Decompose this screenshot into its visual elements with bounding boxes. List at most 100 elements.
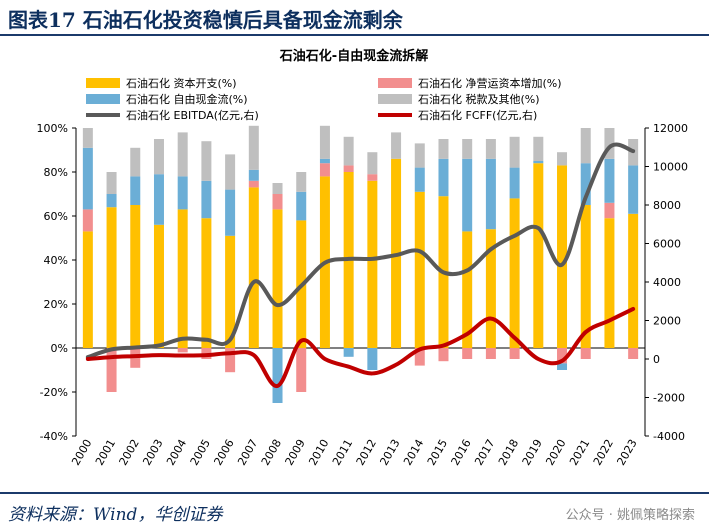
bar-capex-2017 — [485, 229, 496, 348]
bar-tax-2013 — [391, 132, 402, 159]
bar-tax-2003 — [153, 139, 164, 175]
x-tick-label: 2001 — [93, 437, 118, 468]
bar-fcf-2015 — [438, 158, 449, 197]
title-divider — [0, 34, 709, 36]
bar-capex-2007 — [248, 187, 259, 348]
bar-capex-2016 — [462, 231, 473, 348]
bar-tax-2006 — [225, 154, 236, 190]
bar-tax-2005 — [201, 141, 212, 181]
bar-tax-2016 — [462, 139, 473, 159]
bar-tax-2017 — [485, 139, 496, 159]
axes — [72, 127, 649, 437]
chart-area: 石油石化-自由现金流拆解 石油石化 资本开支(%) 石油石化 净营运资本增加(%)… — [0, 38, 709, 488]
bar-tax-2015 — [438, 139, 449, 159]
bar-tax-2018 — [509, 136, 520, 168]
bar-capex-2000 — [82, 231, 93, 348]
right-tick-label: 0 — [653, 353, 660, 366]
bar-capex-2002 — [130, 205, 141, 348]
legend-label-fcf: 石油石化 自由现金流(%) — [126, 92, 248, 106]
bar-fcf-2017 — [485, 158, 496, 230]
bar-nwc-2014 — [414, 348, 425, 366]
bar-capex-2012 — [367, 180, 378, 348]
bar-tax-2022 — [604, 128, 615, 159]
x-tick-label: 2014 — [401, 437, 426, 468]
right-tick-label: -4000 — [653, 430, 685, 443]
bar-fcf-2020 — [557, 363, 568, 370]
bar-capex-2014 — [414, 191, 425, 348]
footer-divider — [0, 492, 709, 494]
bar-fcf-2005 — [201, 180, 212, 219]
line-fcff — [85, 306, 636, 388]
bar-fcf-2010 — [319, 158, 330, 164]
chart-title: 石油石化-自由现金流拆解 — [279, 48, 428, 64]
x-tick-label: 2000 — [69, 437, 94, 468]
left-tick-label: 40% — [44, 254, 68, 267]
bar-nwc-2007 — [248, 180, 259, 188]
bar-nwc-2006 — [225, 348, 236, 373]
bar-capex-2023 — [628, 213, 639, 348]
x-tick-label: 2020 — [543, 437, 568, 468]
bar-tax-2004 — [177, 132, 188, 177]
bar-nwc-2016 — [462, 348, 473, 359]
bar-fcf-2001 — [106, 194, 117, 208]
bar-nwc-2023 — [628, 348, 639, 359]
bar-fcf-2007 — [248, 169, 259, 181]
right-tick-label: 6000 — [653, 238, 681, 251]
bar-tax-2014 — [414, 143, 425, 168]
bar-tax-2011 — [343, 136, 354, 166]
x-tick-label: 2023 — [614, 437, 639, 468]
x-tick-label: 2008 — [259, 437, 284, 468]
bar-nwc-2004 — [177, 348, 188, 353]
bar-fcf-2006 — [225, 189, 236, 236]
figure-title: 图表17 石油石化投资稳慎后具备现金流剩余 — [8, 8, 403, 32]
bar-tax-2002 — [130, 147, 141, 177]
right-tick-label: -2000 — [653, 392, 685, 405]
right-tick-label: 8000 — [653, 199, 681, 212]
bar-fcf-2019 — [533, 161, 544, 164]
bar-fcf-2023 — [628, 165, 639, 214]
bar-fcf-2016 — [462, 158, 473, 232]
bar-fcf-2008 — [272, 348, 283, 403]
x-tick-label: 2022 — [591, 437, 616, 468]
bar-tax-2019 — [533, 136, 544, 161]
legend-swatch-tax — [378, 94, 412, 104]
bar-tax-2010 — [319, 125, 330, 159]
bar-nwc-2015 — [438, 348, 449, 362]
left-tick-label: 100% — [37, 122, 68, 135]
bar-nwc-2020 — [557, 348, 568, 364]
bar-capex-2001 — [106, 207, 117, 348]
legend: 石油石化 资本开支(%) 石油石化 净营运资本增加(%) 石油石化 自由现金流(%)… — [86, 76, 562, 122]
bar-nwc-2022 — [604, 202, 615, 219]
bar-tax-2009 — [296, 172, 307, 192]
left-tick-label: 80% — [44, 166, 68, 179]
bar-tax-2008 — [272, 183, 283, 194]
bar-fcf-2021 — [580, 163, 591, 205]
bar-capex-2019 — [533, 163, 544, 348]
bar-fcf-2018 — [509, 167, 520, 199]
bar-nwc-2018 — [509, 348, 520, 359]
bar-tax-2007 — [248, 125, 259, 170]
bar-nwc-2009 — [296, 348, 307, 392]
bar-fcf-2012 — [367, 348, 378, 370]
x-tick-label: 2003 — [140, 437, 165, 468]
bar-nwc-2000 — [82, 209, 93, 232]
watermark: 公众号 · 姚佩策略探索 — [565, 508, 695, 523]
bar-fcf-2011 — [343, 348, 354, 357]
bar-fcf-2002 — [130, 176, 141, 205]
x-tick-label: 2015 — [425, 437, 450, 468]
x-tick-label: 2007 — [235, 437, 260, 468]
bar-tax-2001 — [106, 172, 117, 194]
right-tick-label: 10000 — [653, 161, 688, 174]
bar-nwc-2011 — [343, 165, 354, 172]
bar-nwc-2010 — [319, 163, 330, 177]
right-tick-label: 12000 — [653, 122, 688, 135]
bar-fcf-2022 — [604, 158, 615, 203]
bar-nwc-2008 — [272, 194, 283, 210]
bar-capex-2022 — [604, 218, 615, 348]
left-tick-label: -40% — [40, 430, 68, 443]
chart-svg: 石油石化-自由现金流拆解 石油石化 资本开支(%) 石油石化 净营运资本增加(%)… — [37, 48, 688, 468]
x-tick-label: 2002 — [117, 437, 142, 468]
bar-capex-2003 — [153, 224, 164, 348]
x-tick-label: 2006 — [211, 437, 236, 468]
bar-tax-2000 — [82, 128, 93, 148]
